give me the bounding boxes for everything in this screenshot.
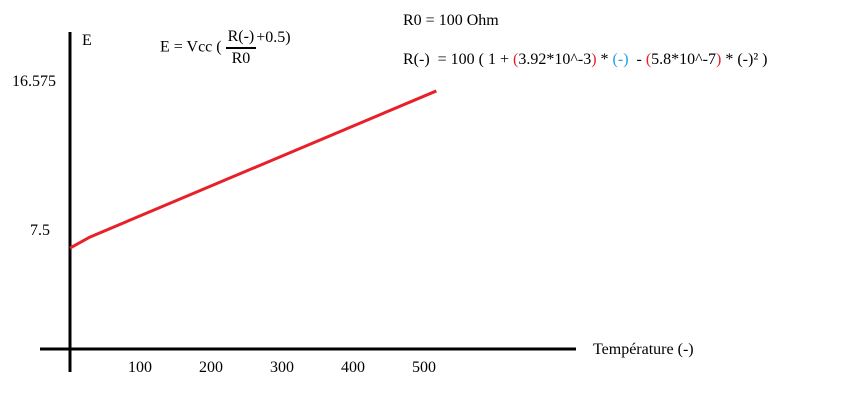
x-tick-label: 400 [341,359,365,376]
y-tick-label: 7.5 [30,222,50,239]
formula-e-lhs: E = Vcc ( [160,38,222,56]
y-tick-label: 16.575 [12,73,56,90]
text: * [721,51,738,68]
x-tick-label: 500 [412,359,436,376]
x-axis-label: Température (-) [593,341,694,358]
x-tick-label: 300 [270,359,294,376]
formula-r: R(-) = 100 ( 1 + (3.92*10^-3) * (-) - (5… [403,51,767,69]
paren: ) [716,51,722,68]
text: R(-) = 100 ( 1 + [403,51,514,68]
temperature-squared: (-)² [737,51,759,68]
series-line-e [69,89,437,250]
text: ) [758,51,768,68]
text: * [596,51,613,68]
formula-e: E = Vcc ( R(-) R0+0.5) [160,27,291,69]
x-tick-label: 200 [199,359,223,376]
formula-e-rhs: +0.5) [256,28,291,46]
denominator: R0 [231,50,251,67]
coef-b: 5.8*10^-7 [651,51,717,68]
paren: ( [645,51,652,68]
x-tick-label: 100 [128,359,152,376]
paren: ( [513,51,519,68]
text: - [628,51,646,68]
fraction: R(-) R0 [225,27,257,69]
coef-a: 3.92*10^-3 [518,51,592,68]
paren: ) [591,51,597,68]
numerator: R(-) [225,27,257,49]
temperature-var: (-) [612,51,629,68]
r0-text: R0 = 100 Ohm [403,12,499,29]
y-axis-label: E [82,32,92,49]
